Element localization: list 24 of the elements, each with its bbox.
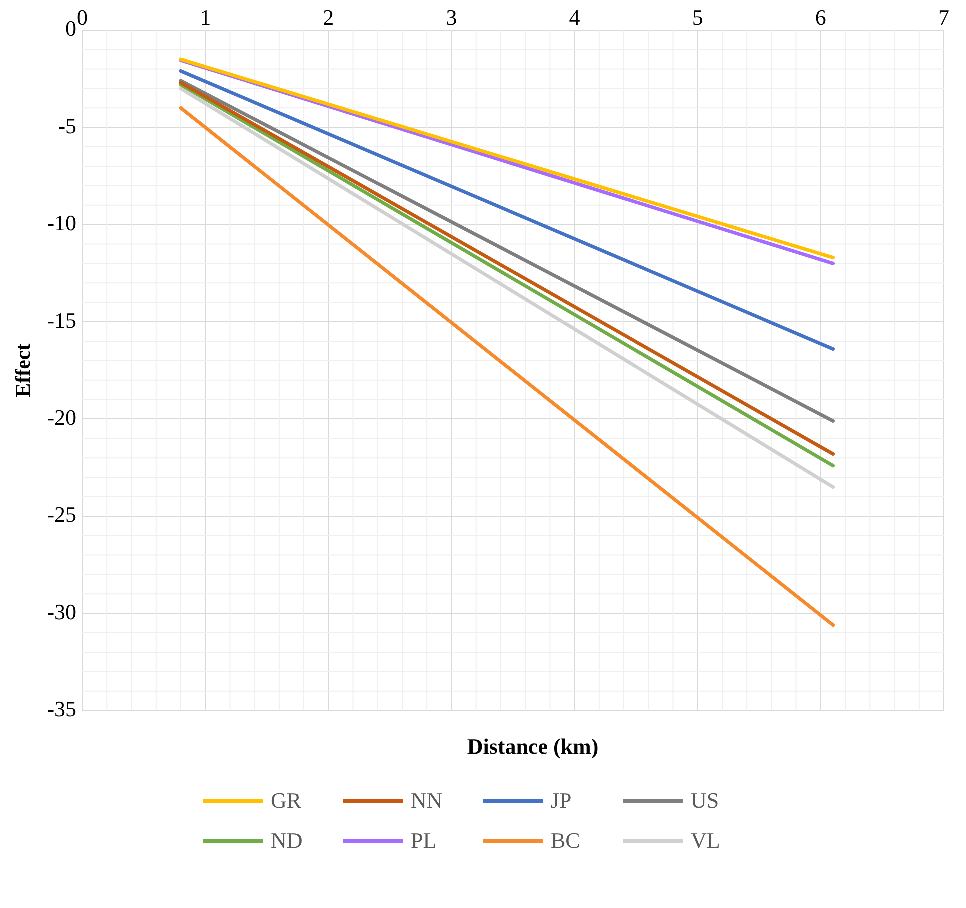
y-axis-title: Effect <box>11 344 36 398</box>
legend-label: NN <box>411 788 443 814</box>
x-tick-label: 2 <box>323 4 334 30</box>
legend-label: ND <box>271 828 303 854</box>
y-tick-label: -35 <box>47 696 77 722</box>
legend-label: US <box>691 788 720 814</box>
x-tick-label: 3 <box>446 4 458 30</box>
legend-label: BC <box>551 828 580 854</box>
y-tick-label: -10 <box>47 210 77 236</box>
y-tick-label: -20 <box>47 404 77 430</box>
x-tick-label: 1 <box>200 4 212 30</box>
legend-label: VL <box>691 828 720 854</box>
legend-label: JP <box>551 788 572 814</box>
y-tick-label: -25 <box>47 502 77 528</box>
x-tick-label: 6 <box>815 4 826 30</box>
legend-label: GR <box>271 788 302 814</box>
y-tick-label: -15 <box>47 308 77 333</box>
y-tick-label: -30 <box>47 599 77 624</box>
x-tick-label: 4 <box>569 4 580 30</box>
y-tick-label: -5 <box>58 113 77 138</box>
legend-label: PL <box>411 828 437 854</box>
x-tick-label: 5 <box>692 4 704 30</box>
x-tick-label: 7 <box>938 4 950 30</box>
x-axis-title: Distance (km) <box>466 734 600 760</box>
